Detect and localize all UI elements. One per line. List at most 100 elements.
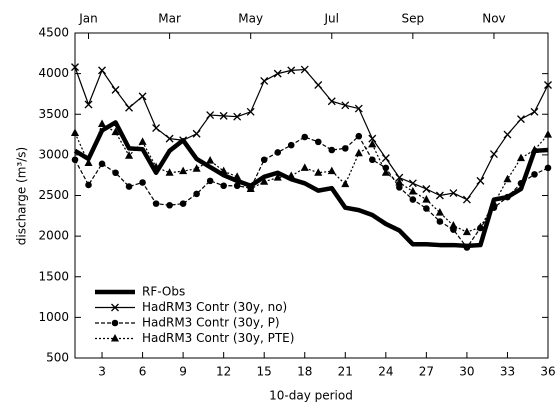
y-tick-label: 1500: [38, 269, 69, 283]
marker: [260, 156, 268, 164]
series-line: [74, 123, 549, 233]
marker: [179, 136, 188, 145]
marker: [422, 195, 431, 203]
marker: [543, 130, 553, 138]
marker: [449, 221, 458, 229]
marker: [179, 200, 187, 207]
marker: [355, 132, 363, 140]
marker: [544, 164, 552, 172]
marker: [517, 180, 525, 187]
marker: [489, 150, 498, 159]
marker: [260, 76, 269, 85]
marker: [97, 119, 107, 127]
marker: [246, 184, 255, 192]
marker: [449, 189, 458, 198]
marker: [112, 169, 119, 177]
marker: [422, 185, 431, 193]
marker: [530, 145, 539, 153]
y-tick-label: 2500: [38, 188, 69, 202]
marker: [341, 145, 349, 152]
legend-label: HadRM3 Contr (30y, PTE): [142, 331, 294, 345]
marker: [463, 244, 471, 251]
marker: [84, 158, 93, 166]
marker: [436, 218, 444, 225]
marker: [314, 168, 323, 176]
y-tick-label: 2000: [38, 229, 69, 243]
marker: [219, 111, 228, 120]
x-tick-label: 15: [257, 365, 272, 379]
y-tick-label: 4000: [38, 66, 69, 80]
marker: [246, 107, 255, 116]
y-axis-label: discharge (m³/s): [15, 147, 29, 245]
marker: [368, 139, 377, 148]
marker: [273, 69, 282, 78]
marker: [408, 186, 417, 195]
legend-label: HadRM3 Contr (30y, P): [142, 316, 280, 330]
marker: [381, 154, 390, 163]
marker: [328, 146, 336, 154]
marker: [233, 182, 241, 190]
marker: [111, 85, 120, 94]
marker: [260, 177, 269, 185]
x-tick-label: 36: [540, 365, 555, 379]
x2-tick-label: Sep: [402, 12, 425, 26]
marker: [435, 191, 444, 200]
marker: [409, 196, 417, 203]
marker: [125, 103, 134, 112]
legend-marker: [111, 303, 119, 312]
marker: [300, 163, 309, 171]
marker: [70, 128, 80, 136]
marker: [233, 172, 242, 180]
x-tick-label: 9: [179, 365, 187, 379]
x-tick-label: 33: [500, 365, 515, 379]
legend-marker: [111, 319, 119, 327]
marker: [71, 63, 79, 72]
x-axis-label: 10-day period: [269, 389, 353, 403]
marker: [84, 100, 93, 109]
marker: [125, 151, 134, 159]
marker: [287, 141, 295, 149]
marker: [516, 153, 526, 162]
marker: [314, 81, 323, 89]
marker: [125, 183, 133, 190]
marker: [341, 101, 350, 110]
marker: [314, 138, 322, 146]
marker: [166, 201, 173, 209]
marker: [462, 227, 471, 236]
marker: [273, 173, 282, 181]
marker: [423, 205, 430, 212]
y-tick-label: 3000: [38, 147, 69, 161]
marker: [354, 104, 363, 113]
marker: [219, 166, 228, 175]
y-tick-label: 500: [46, 351, 69, 365]
marker: [327, 97, 336, 106]
y-tick-label: 4500: [38, 26, 69, 40]
marker: [152, 162, 161, 171]
marker: [138, 92, 147, 101]
marker: [381, 168, 390, 176]
marker: [489, 199, 498, 207]
marker: [327, 166, 336, 175]
marker: [354, 148, 363, 157]
marker: [206, 111, 215, 120]
marker: [206, 177, 214, 185]
marker: [287, 66, 296, 75]
x-tick-label: 6: [139, 365, 147, 379]
marker: [476, 222, 485, 231]
marker: [435, 208, 444, 216]
marker: [395, 173, 404, 182]
y-tick-label: 3500: [38, 107, 69, 121]
marker: [138, 137, 147, 145]
marker: [165, 168, 174, 176]
marker: [98, 66, 106, 75]
marker: [111, 127, 120, 136]
marker: [192, 129, 201, 138]
marker: [300, 65, 309, 74]
marker: [287, 171, 296, 179]
x2-tick-label: Jan: [78, 12, 98, 26]
marker: [504, 193, 511, 201]
marker: [462, 195, 471, 204]
x-tick-label: 12: [216, 365, 231, 379]
x2-tick-label: Jul: [324, 12, 339, 26]
x-tick-label: 24: [378, 365, 393, 379]
